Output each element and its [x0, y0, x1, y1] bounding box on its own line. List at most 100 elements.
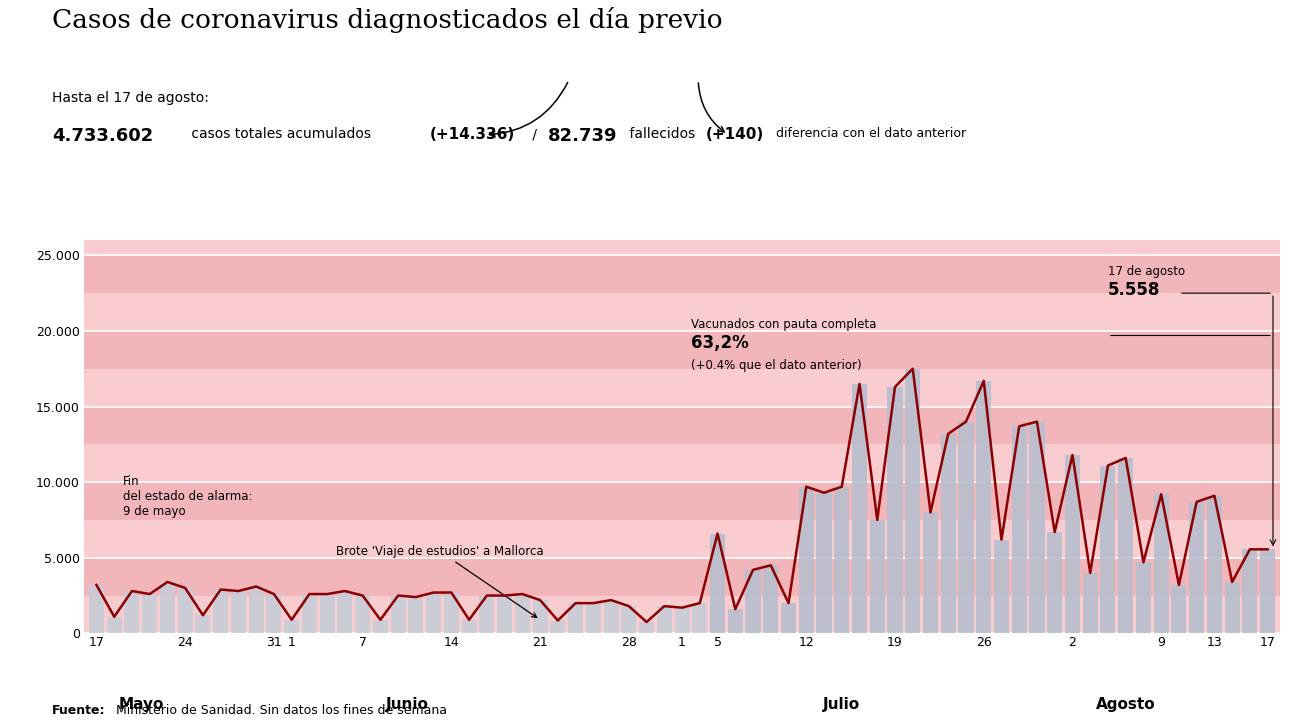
Bar [1171, 585, 1187, 633]
Bar [692, 603, 707, 633]
Bar [905, 369, 921, 633]
Text: (+140): (+140) [706, 127, 764, 143]
Bar [675, 608, 689, 633]
Bar [337, 591, 353, 633]
Bar [870, 520, 884, 633]
Bar [106, 617, 122, 633]
Bar [1029, 422, 1045, 633]
Bar [84, 369, 1280, 406]
Bar [621, 606, 636, 633]
Bar [462, 620, 477, 633]
Bar [480, 596, 494, 633]
Bar [1047, 532, 1063, 633]
Text: Fin
del estado de alarma:
9 de mayo: Fin del estado de alarma: 9 de mayo [123, 475, 252, 518]
Bar [1118, 458, 1133, 633]
Bar [976, 381, 992, 633]
Bar [568, 603, 583, 633]
Text: Vacunados con pauta completa: Vacunados con pauta completa [690, 318, 877, 331]
Bar [781, 603, 796, 633]
Bar [301, 594, 317, 633]
Bar [84, 218, 1280, 256]
Bar [1261, 550, 1275, 633]
Bar [1082, 573, 1098, 633]
Bar [763, 566, 778, 633]
Bar [941, 434, 956, 633]
Text: (+14.336): (+14.336) [429, 127, 515, 143]
Text: Casos de coronavirus diagnosticados el día previo: Casos de coronavirus diagnosticados el d… [52, 7, 723, 33]
Bar [84, 256, 1280, 293]
Bar [248, 587, 264, 633]
Bar [84, 520, 1280, 558]
Bar [195, 615, 211, 633]
Bar [177, 588, 193, 633]
Bar [887, 387, 903, 633]
Text: Fuente:: Fuente: [52, 704, 105, 717]
Bar [497, 596, 512, 633]
Bar [84, 482, 1280, 520]
Bar [816, 493, 831, 633]
Bar [443, 593, 459, 633]
Text: Mayo: Mayo [118, 697, 163, 712]
Bar [958, 422, 974, 633]
Bar [1100, 465, 1116, 633]
Text: (+0.4% que el dato anterior): (+0.4% que el dato anterior) [690, 359, 861, 372]
Bar [390, 596, 406, 633]
Bar [1011, 426, 1027, 633]
Bar [1135, 562, 1151, 633]
Text: Agosto: Agosto [1096, 697, 1156, 712]
Bar [586, 603, 601, 633]
Bar [213, 590, 229, 633]
Bar [284, 620, 299, 633]
Bar [1224, 582, 1240, 633]
Text: fallecidos: fallecidos [625, 127, 700, 141]
Text: 5.558: 5.558 [1108, 281, 1160, 299]
Bar [84, 558, 1280, 596]
Bar [84, 406, 1280, 444]
Bar [799, 487, 813, 633]
Text: Julio: Julio [824, 697, 860, 712]
Bar [84, 444, 1280, 482]
Bar [710, 534, 725, 633]
Bar [84, 293, 1280, 331]
Bar [372, 620, 388, 633]
Bar [551, 620, 565, 633]
Bar [356, 596, 370, 633]
Bar [746, 570, 760, 633]
Bar [231, 591, 246, 633]
Bar [266, 594, 282, 633]
Bar [923, 513, 937, 633]
Bar [639, 622, 654, 633]
Bar [84, 596, 1280, 633]
Bar [89, 585, 103, 633]
Text: casos totales acumulados: casos totales acumulados [187, 127, 376, 141]
Bar [657, 606, 672, 633]
Bar [84, 331, 1280, 369]
Bar [1065, 455, 1080, 633]
Bar [427, 593, 441, 633]
Bar [1243, 550, 1258, 633]
Text: Hasta el 17 de agosto:: Hasta el 17 de agosto: [52, 91, 208, 105]
Text: Brote 'Viaje de estudios' a Mallorca: Brote 'Viaje de estudios' a Mallorca [336, 545, 543, 617]
Bar [604, 600, 618, 633]
Bar [409, 597, 423, 633]
Bar [852, 384, 868, 633]
Text: 4.733.602: 4.733.602 [52, 127, 153, 146]
Bar [834, 487, 850, 633]
Text: Junio: Junio [385, 697, 428, 712]
Text: 17 de agosto: 17 de agosto [1108, 265, 1186, 278]
Text: diferencia con el dato anterior: diferencia con el dato anterior [772, 127, 966, 141]
Bar [142, 594, 158, 633]
Text: 63,2%: 63,2% [690, 334, 749, 352]
Bar [1190, 502, 1204, 633]
Text: /: / [528, 127, 540, 141]
Bar [728, 609, 743, 633]
Bar [994, 539, 1009, 633]
Bar [515, 594, 530, 633]
Bar [160, 582, 175, 633]
Bar [1206, 496, 1222, 633]
Text: Ministerio de Sanidad. Sin datos los fines de semana: Ministerio de Sanidad. Sin datos los fin… [112, 704, 447, 717]
Bar [319, 594, 335, 633]
Bar [533, 600, 548, 633]
Bar [1153, 494, 1169, 633]
Text: 82.739: 82.739 [548, 127, 618, 146]
